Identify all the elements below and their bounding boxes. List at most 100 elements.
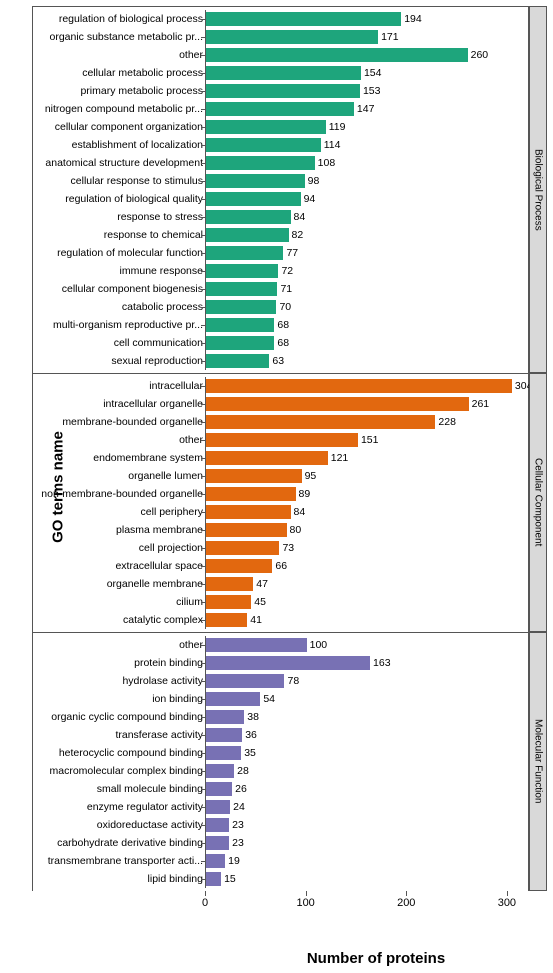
bar: [206, 318, 274, 332]
bar-row: carbohydrate derivative binding 23: [33, 834, 528, 852]
bar-row: organic substance metabolic pr...171: [33, 28, 528, 46]
bar-value-label: 38: [247, 711, 259, 723]
bar-row: regulation of biological quality94: [33, 190, 528, 208]
category-label: organic cyclic compound binding: [33, 711, 205, 723]
plot-area: regulation of biological process194organ…: [32, 6, 529, 373]
bar-row: small molecule binding 26: [33, 780, 528, 798]
bar-cell: 154: [205, 64, 528, 82]
bar: [206, 541, 279, 555]
bar-value-label: 66: [275, 560, 287, 572]
bar-value-label: 80: [290, 524, 302, 536]
bar-cell: 26: [205, 780, 528, 798]
bar-value-label: 261: [472, 398, 490, 410]
bar-cell: 95: [205, 467, 528, 485]
bar-value-label: 151: [361, 434, 379, 446]
category-label: regulation of biological quality: [33, 193, 205, 205]
bar-cell: 84: [205, 208, 528, 226]
bar: [206, 818, 229, 832]
bar-row: other100: [33, 636, 528, 654]
bar-value-label: 82: [292, 229, 304, 241]
bar-row: cell projection73: [33, 539, 528, 557]
category-label: immune response: [33, 265, 205, 277]
bar-value-label: 28: [237, 765, 249, 777]
bar-row: organelle membrane47: [33, 575, 528, 593]
category-label: extracellular space: [33, 560, 205, 572]
bar-row: cell periphery84: [33, 503, 528, 521]
category-label: organelle lumen: [33, 470, 205, 482]
bar-value-label: 41: [250, 614, 262, 626]
category-label: cellular component organization: [33, 121, 205, 133]
bar-row: protein binding163: [33, 654, 528, 672]
category-label: small molecule binding: [33, 783, 205, 795]
bar-cell: 100: [205, 636, 528, 654]
bar: [206, 728, 242, 742]
bar-cell: 28: [205, 762, 528, 780]
bar-row: regulation of biological process194: [33, 10, 528, 28]
bars-area: regulation of biological process194organ…: [32, 6, 529, 373]
bar-cell: 108: [205, 154, 528, 172]
bar-cell: 63: [205, 352, 528, 370]
bar: [206, 120, 326, 134]
facet-strip-label: Molecular Function: [533, 719, 544, 803]
bar-row: organic cyclic compound binding 38: [33, 708, 528, 726]
bar: [206, 656, 370, 670]
bar-value-label: 73: [282, 542, 294, 554]
bar: [206, 613, 247, 627]
category-label: enzyme regulator activity: [33, 801, 205, 813]
facet-strip: Biological Process: [529, 6, 547, 373]
bar-row: cell communication68: [33, 334, 528, 352]
bar-row: anatomical structure development108: [33, 154, 528, 172]
bar-cell: 151: [205, 431, 528, 449]
facet-strip: Cellular Component: [529, 373, 547, 632]
bar-value-label: 71: [280, 283, 292, 295]
bar-row: cellular metabolic process154: [33, 64, 528, 82]
bar-value-label: 89: [299, 488, 311, 500]
bar-value-label: 154: [364, 67, 382, 79]
bar: [206, 156, 315, 170]
bar-value-label: 260: [471, 49, 489, 61]
category-label: intracellular: [33, 380, 205, 392]
category-label: anatomical structure development: [33, 157, 205, 169]
panel: intracellular304intracellular organelle2…: [32, 373, 547, 632]
category-label: carbohydrate derivative binding: [33, 837, 205, 849]
category-label: intracellular organelle: [33, 398, 205, 410]
bar-value-label: 26: [235, 783, 247, 795]
bar-cell: 47: [205, 575, 528, 593]
x-tick: [306, 891, 307, 896]
bar-value-label: 95: [305, 470, 317, 482]
bar-value-label: 23: [232, 837, 244, 849]
go-terms-figure: GO terms name regulation of biological p…: [6, 6, 547, 967]
bar-row: cellular response to stimulus98: [33, 172, 528, 190]
bar-value-label: 153: [363, 85, 381, 97]
bar-cell: 15: [205, 870, 528, 888]
bar-cell: 119: [205, 118, 528, 136]
x-tick: [406, 891, 407, 896]
bar-value-label: 47: [256, 578, 268, 590]
bar-cell: 38: [205, 708, 528, 726]
category-label: multi-organism reproductive pr...: [33, 319, 205, 331]
bar: [206, 782, 232, 796]
x-tick-label: 100: [296, 897, 314, 909]
bar-cell: 114: [205, 136, 528, 154]
facet-strip-label: Biological Process: [533, 149, 544, 231]
bar-row: cellular component biogenesis71: [33, 280, 528, 298]
category-label: oxidoreductase activity: [33, 819, 205, 831]
bar-cell: 260: [205, 46, 528, 64]
category-label: establishment of localization: [33, 139, 205, 151]
category-label: cilium: [33, 596, 205, 608]
bar: [206, 692, 260, 706]
bar: [206, 674, 284, 688]
x-tick-label: 300: [498, 897, 516, 909]
bar-cell: 70: [205, 298, 528, 316]
bar: [206, 138, 321, 152]
bar-value-label: 23: [232, 819, 244, 831]
bar-cell: 23: [205, 834, 528, 852]
x-tick-label: 200: [397, 897, 415, 909]
bar: [206, 415, 435, 429]
bar: [206, 638, 307, 652]
bar: [206, 102, 354, 116]
bar-row: transferase activity36: [33, 726, 528, 744]
category-label: transferase activity: [33, 729, 205, 741]
bars-area: intracellular304intracellular organelle2…: [32, 373, 529, 632]
category-label: sexual reproduction: [33, 355, 205, 367]
